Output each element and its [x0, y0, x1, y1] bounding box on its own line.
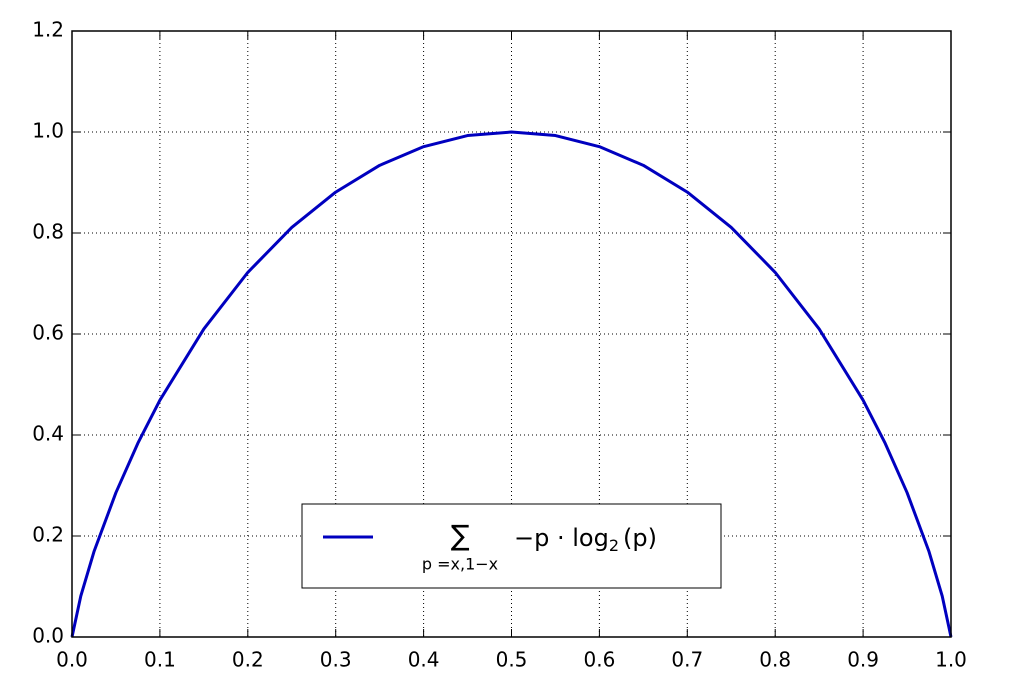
legend-term: −p · log2 (p): [514, 524, 657, 555]
plot-frame: [71, 30, 952, 638]
y-tick-label: 0.4: [32, 422, 64, 446]
legend-term-text: −p · log: [514, 524, 609, 552]
y-tick-label: 0.2: [32, 523, 64, 547]
y-tick-label: 1.2: [32, 18, 64, 42]
legend-subscript: p =x,1−x: [422, 555, 498, 574]
x-tick-label: 0.9: [847, 648, 879, 672]
legend: ∑ p =x,1−x −p · log2 (p): [301, 503, 722, 589]
x-tick-label: 0.4: [408, 648, 440, 672]
x-tick-label: 0.7: [671, 648, 703, 672]
x-tick-label: 0.5: [496, 648, 528, 672]
legend-sum: ∑: [451, 519, 470, 552]
x-tick-label: 0.1: [144, 648, 176, 672]
y-tick-label: 1.0: [32, 119, 64, 143]
x-tick-label: 0.3: [320, 648, 352, 672]
legend-box: [301, 503, 722, 589]
legend-arg: (p): [623, 524, 657, 552]
x-tick-label: 1.0: [935, 648, 967, 672]
legend-base: 2: [609, 536, 619, 555]
y-tick-label: 0.0: [32, 624, 64, 648]
y-tick-label: 0.8: [32, 220, 64, 244]
x-tick-label: 0.6: [583, 648, 615, 672]
x-tick-label: 0.8: [759, 648, 791, 672]
y-tick-label: 0.6: [32, 321, 64, 345]
data-line: [70, 130, 953, 638]
x-tick-label: 0.0: [56, 648, 88, 672]
x-tick-label: 0.2: [232, 648, 264, 672]
